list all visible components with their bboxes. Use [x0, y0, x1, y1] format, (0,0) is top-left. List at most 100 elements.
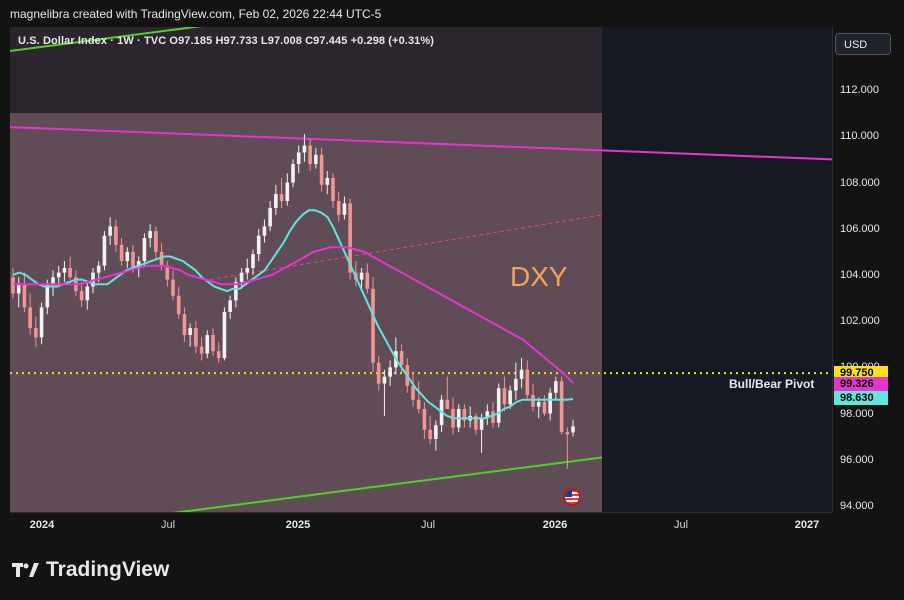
- candle-body: [531, 395, 535, 407]
- candle-body: [508, 390, 512, 405]
- candle: [542, 395, 547, 416]
- time-tick-label: 2025: [285, 519, 311, 531]
- candle-body: [416, 399, 421, 409]
- candle-body: [216, 351, 221, 359]
- candle: [182, 307, 187, 342]
- candle: [285, 173, 290, 206]
- candle-body: [291, 164, 295, 183]
- candle-body: [359, 272, 364, 280]
- candle-body: [22, 284, 27, 308]
- candle: [279, 177, 284, 208]
- price-tick-label: 108.000: [840, 176, 880, 189]
- candle: [188, 323, 192, 347]
- candle-body: [268, 207, 272, 227]
- price-chart[interactable]: [10, 27, 832, 512]
- candle-body: [388, 367, 392, 377]
- tradingview-logo[interactable]: TradingView: [12, 558, 169, 582]
- candle: [496, 383, 501, 428]
- candle: [565, 427, 570, 470]
- price-tick-label: 104.000: [840, 268, 880, 281]
- tradingview-logo-icon: [12, 561, 40, 579]
- candle-body: [376, 362, 381, 384]
- price-tick-label: 112.000: [840, 84, 879, 97]
- candle-body: [45, 284, 50, 308]
- candle: [365, 263, 370, 294]
- candle: [422, 402, 427, 439]
- candle-body: [274, 194, 278, 208]
- candle: [514, 362, 518, 400]
- candle: [474, 413, 478, 435]
- candle: [571, 419, 575, 437]
- channel-lower-line: [172, 456, 603, 512]
- candle-body: [348, 203, 352, 273]
- candle: [302, 134, 307, 162]
- candle: [251, 249, 255, 275]
- candle-body: [548, 392, 552, 414]
- candle-body: [188, 328, 192, 336]
- dxy-annotation: DXY: [510, 261, 568, 292]
- chart-plot-area[interactable]: [10, 27, 832, 512]
- candle-body: [514, 378, 518, 391]
- candle: [239, 268, 244, 289]
- us-flag-event-icon[interactable]: [563, 488, 581, 506]
- candle-body: [399, 351, 404, 366]
- candle-body: [234, 281, 238, 301]
- candle-body: [142, 237, 147, 262]
- candle-body: [542, 402, 547, 414]
- channel-upper-line: [10, 126, 832, 161]
- candle: [114, 219, 118, 252]
- candle: [205, 330, 210, 359]
- candle-body: [56, 272, 61, 278]
- candle: [548, 388, 552, 421]
- chart-caption: magnelibra created with TradingView.com,…: [10, 7, 382, 21]
- candle-body: [428, 429, 432, 439]
- candle: [336, 191, 341, 222]
- candle: [228, 295, 232, 319]
- candle: [22, 272, 27, 312]
- time-tick-label: Jul: [160, 519, 176, 531]
- price-axis[interactable]: [832, 27, 904, 512]
- time-axis[interactable]: [10, 512, 832, 541]
- candle: [308, 138, 312, 171]
- candle-body: [479, 418, 484, 430]
- candle: [274, 184, 278, 215]
- candle-body: [205, 335, 210, 354]
- candle: [39, 302, 44, 345]
- candle: [28, 293, 32, 336]
- currency-button[interactable]: USD: [835, 33, 891, 55]
- candle: [445, 376, 450, 409]
- candle-body: [199, 346, 204, 354]
- candle-body: [148, 231, 152, 238]
- candle: [434, 420, 438, 451]
- candle: [194, 321, 198, 354]
- candle-body: [382, 376, 387, 384]
- candle-body: [154, 231, 158, 252]
- candle-body: [182, 314, 187, 336]
- candle: [342, 196, 347, 220]
- candle: [85, 281, 90, 310]
- bull-bear-pivot-label: Bull/Bear Pivot: [729, 377, 815, 391]
- candle-body: [165, 265, 170, 280]
- candle: [68, 256, 72, 280]
- candle-body: [114, 226, 118, 245]
- candle-body: [314, 154, 318, 165]
- candle: [416, 381, 421, 414]
- candle: [382, 369, 387, 416]
- candle: [102, 231, 107, 271]
- candle-body: [502, 388, 507, 405]
- candle: [502, 376, 507, 412]
- candle: [325, 170, 330, 195]
- candle-body: [62, 268, 67, 273]
- candle: [245, 258, 250, 280]
- candle: [211, 328, 215, 356]
- candle: [462, 404, 467, 428]
- candle: [428, 415, 432, 444]
- candle-body: [159, 251, 164, 266]
- candle-body: [251, 254, 255, 269]
- candle-body: [536, 402, 541, 407]
- candle: [176, 286, 181, 319]
- candle: [222, 307, 227, 361]
- price-tick-label: 110.000: [840, 130, 879, 143]
- price-tick-label: 96.000: [840, 453, 874, 466]
- candle: [268, 201, 272, 232]
